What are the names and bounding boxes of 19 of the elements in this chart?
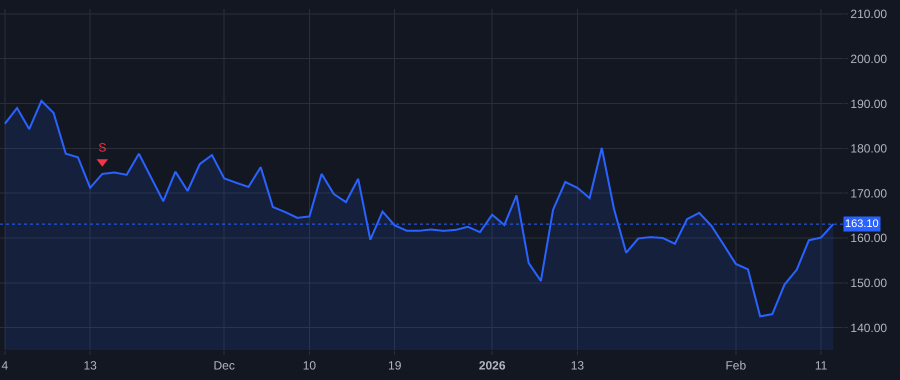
- x-tick-label: 4: [2, 358, 9, 372]
- x-tick-label: 11: [814, 358, 828, 372]
- x-tick-label: Dec: [213, 358, 235, 372]
- x-tick-label: 13: [570, 358, 584, 372]
- y-tick-label: 210.00: [850, 7, 888, 22]
- x-tick-label: Feb: [725, 358, 746, 372]
- x-tick-label: 10: [302, 358, 316, 372]
- y-tick-label: 180.00: [850, 142, 888, 156]
- x-tick-label: 19: [388, 358, 402, 372]
- y-tick-label: 190.00: [850, 96, 888, 111]
- data-label: S: [98, 140, 106, 155]
- y-tick-label: 160.00: [850, 231, 888, 246]
- x-tick-label: 13: [83, 358, 98, 372]
- x-tick-label: 2026: [478, 358, 506, 372]
- ref-line-label: 163.10: [845, 218, 879, 230]
- y-tick-label: 150.00: [850, 276, 888, 290]
- y-tick-label: 140.00: [850, 320, 888, 335]
- y-tick-label: 200.00: [850, 52, 888, 66]
- y-tick-label: 170.00: [850, 186, 888, 200]
